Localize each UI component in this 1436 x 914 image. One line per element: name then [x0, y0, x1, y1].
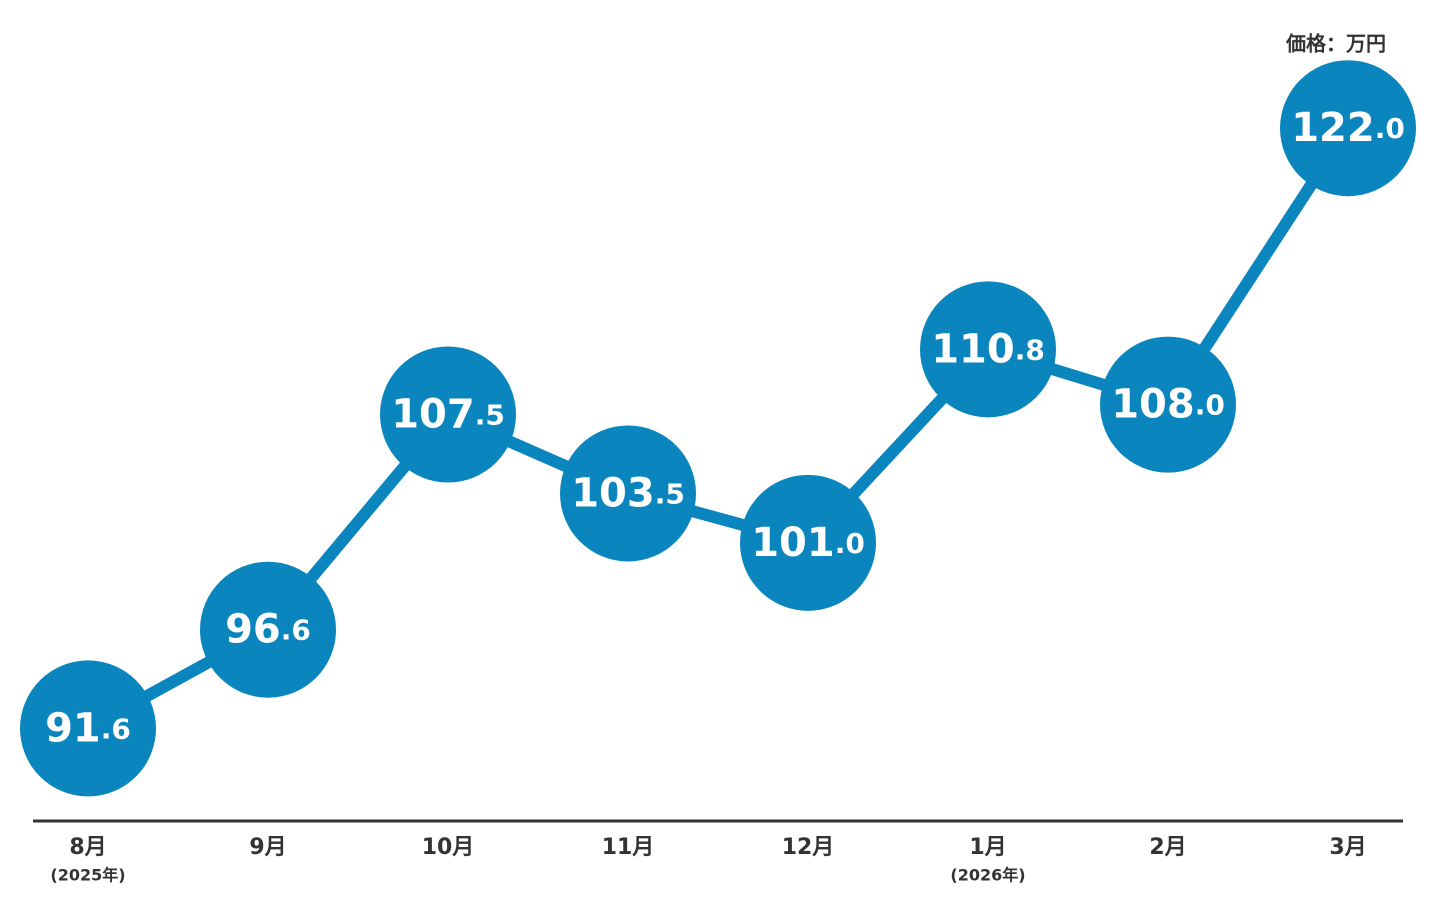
x-tick-label: 11月	[602, 835, 655, 860]
value-label-int: 107	[391, 392, 475, 438]
value-label: 91.6	[45, 705, 131, 751]
x-tick-note: (2025年)	[50, 866, 125, 885]
value-label: 107.5	[391, 392, 505, 438]
point	[560, 425, 696, 562]
x-tick-label: 10月	[422, 835, 475, 860]
point	[740, 474, 876, 611]
x-tick-note: (2026年)	[950, 866, 1025, 885]
value-label: 101.0	[751, 520, 865, 566]
point	[920, 281, 1056, 418]
value-label-int: 110	[931, 326, 1015, 372]
value-label-dec: .5	[655, 477, 685, 510]
point	[20, 660, 156, 797]
value-label-dec: .6	[281, 614, 311, 647]
value-label: 103.5	[571, 470, 685, 516]
point	[1100, 336, 1236, 473]
x-tick-label: 1月	[969, 835, 1006, 860]
value-label-int: 96	[225, 607, 281, 653]
value-label: 108.0	[1111, 382, 1225, 428]
value-label: 122.0	[1291, 105, 1405, 151]
x-tick-label: 9月	[249, 835, 286, 860]
value-label: 96.6	[225, 607, 311, 653]
value-label-dec: .6	[101, 712, 131, 745]
point	[380, 346, 516, 483]
value-label-int: 103	[571, 470, 655, 516]
value-label-dec: .0	[1195, 389, 1225, 422]
value-label-dec: .5	[475, 399, 505, 432]
value-label-int: 108	[1111, 382, 1195, 428]
value-label-int: 91	[45, 705, 101, 751]
value-label-int: 122	[1291, 105, 1375, 151]
value-label-dec: .8	[1015, 333, 1045, 366]
point	[200, 561, 336, 698]
x-tick-label: 8月	[69, 835, 106, 860]
value-label-int: 101	[751, 520, 835, 566]
value-label-dec: .0	[1375, 112, 1405, 145]
unit-label: 価格：万円	[1285, 32, 1386, 56]
value-label-dec: .0	[835, 527, 865, 560]
x-tick-label: 12月	[782, 835, 835, 860]
x-tick-label: 3月	[1329, 835, 1366, 860]
x-tick-label: 2月	[1149, 835, 1186, 860]
value-label: 110.8	[931, 326, 1045, 372]
point	[1280, 60, 1416, 197]
